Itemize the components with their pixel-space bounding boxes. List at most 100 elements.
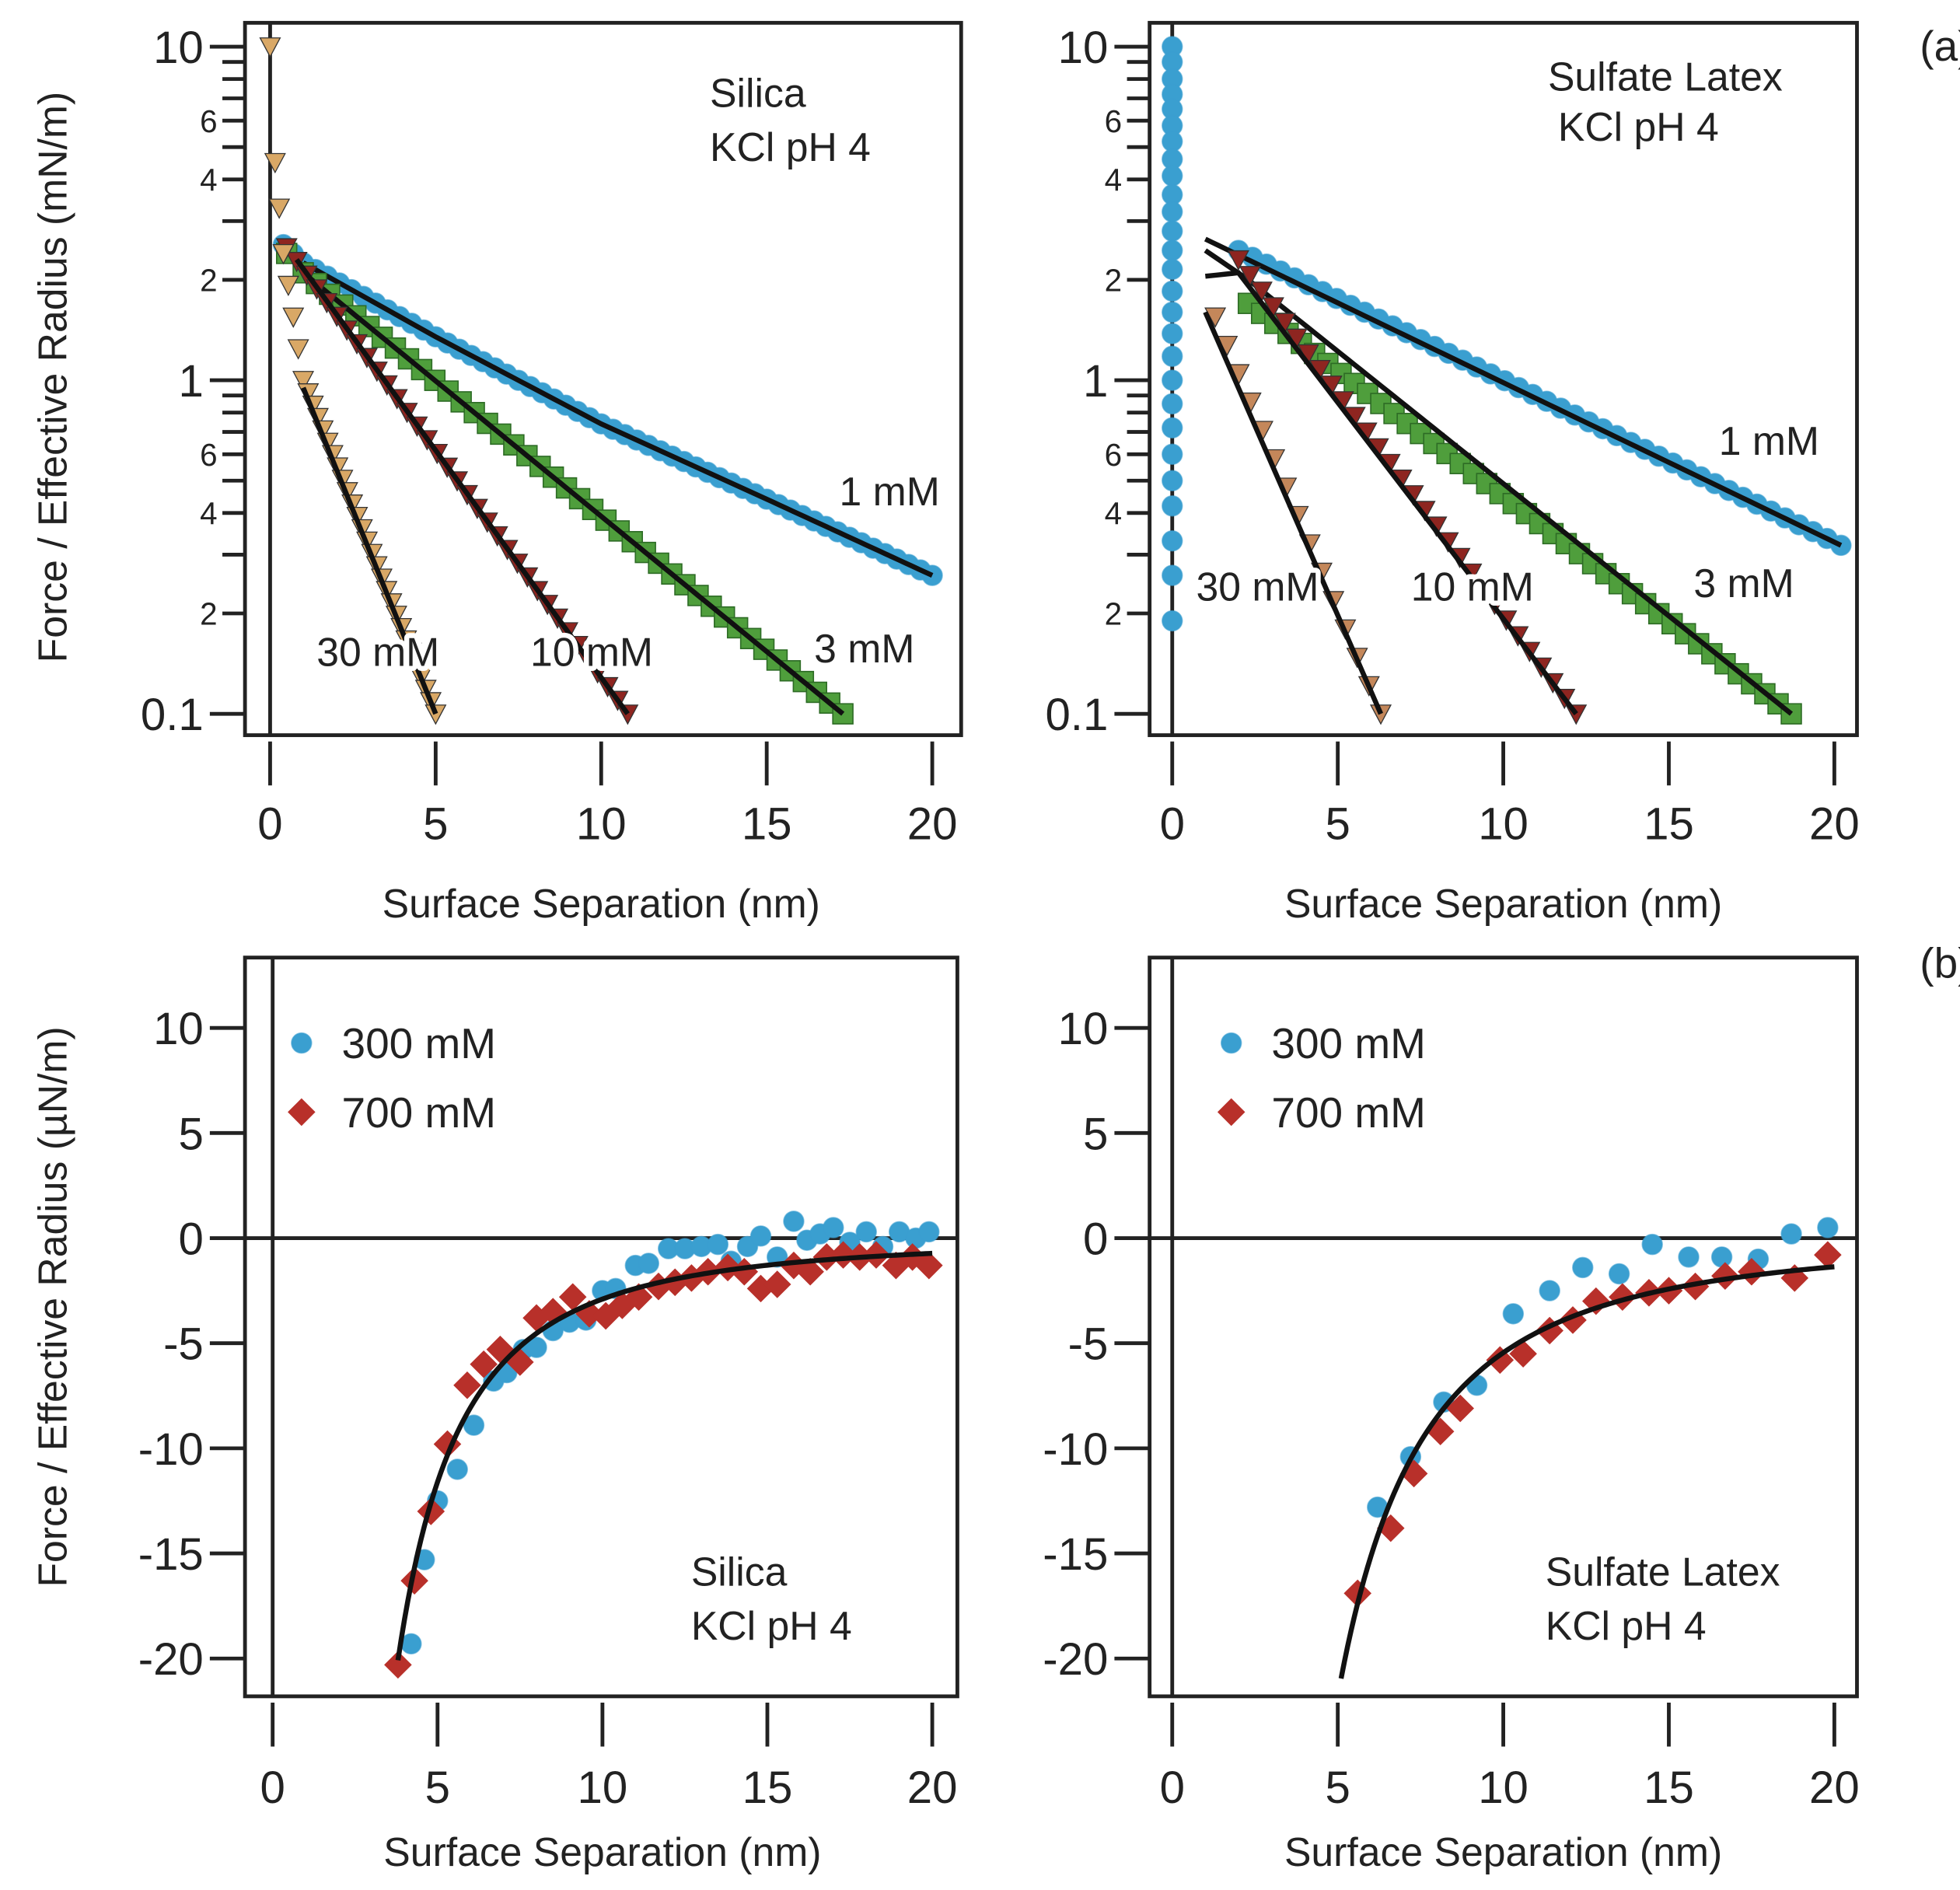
fit-line — [302, 260, 934, 578]
data-point-contact — [1162, 131, 1183, 152]
chart-panel-b-latex: 0 5 10 15 20 Surface Separation (nm) 10 5 0 -5 -10… — [1043, 955, 1860, 1874]
legend-label: 300 mM — [1271, 1019, 1425, 1067]
y-tick-label: 5 — [1083, 1109, 1108, 1159]
panel-tag-b: (b) — [1920, 939, 1960, 987]
y-tick-label: -20 — [138, 1634, 204, 1685]
data-point-contact — [1162, 369, 1183, 391]
data-point-1 — [812, 1243, 841, 1271]
y-minor-tick-label: 2 — [1105, 596, 1122, 632]
fit-line — [1204, 236, 1843, 548]
panel-annotation: Silica — [691, 1549, 788, 1595]
series-label: 1 mM — [1719, 418, 1819, 463]
x-tick-label: 5 — [1325, 1762, 1350, 1813]
panel-annotation: Sulfate Latex — [1548, 54, 1783, 100]
data-point-1 — [453, 1371, 481, 1399]
x-axis-label: Surface Separation (nm) — [383, 881, 820, 926]
y-tick-label: 0.1 — [141, 690, 204, 740]
data-point-2 — [1273, 313, 1296, 334]
data-point-3 — [272, 244, 295, 265]
data-point-contact — [1162, 165, 1183, 187]
y-minor-tick-label: 2 — [200, 262, 217, 298]
y-tick-label: 10 — [1058, 1004, 1109, 1054]
y-tick-label: -15 — [138, 1529, 204, 1580]
data-point-3 — [292, 371, 315, 392]
x-tick-label: 20 — [1809, 799, 1860, 850]
data-point-0 — [855, 1221, 877, 1243]
y-tick-label: 0 — [1083, 1214, 1108, 1265]
fit-line — [294, 257, 630, 716]
y-tick-label: 1 — [178, 356, 203, 407]
data-point-contact — [1162, 258, 1183, 281]
data-point-2 — [1239, 266, 1261, 287]
data-point-1 — [1814, 1241, 1842, 1269]
data-point-contact — [1162, 610, 1183, 632]
data-point-1 — [384, 1651, 412, 1679]
y-tick-label: 10 — [1058, 23, 1109, 73]
panel-annotation: KCl pH 4 — [710, 124, 871, 169]
fit-line — [301, 271, 845, 716]
data-point-2 — [1227, 250, 1249, 271]
panel-annotation: KCl pH 4 — [691, 1603, 852, 1648]
y-tick-label: -10 — [1043, 1424, 1108, 1475]
data-point-2 — [1262, 297, 1284, 318]
x-tick-label: 15 — [1644, 799, 1694, 850]
data-point-3 — [287, 339, 309, 360]
chart-panel-a-silica: 0 5 10 15 20 Surface Separation (nm) 10 1 0.1 6 4 2… — [30, 20, 963, 926]
data-point-0 — [1641, 1233, 1663, 1256]
fit-line — [301, 386, 438, 715]
legend-marker — [1220, 1032, 1242, 1054]
legend-marker — [288, 1098, 316, 1127]
x-tick-label: 0 — [260, 1762, 285, 1813]
x-tick-label: 0 — [1160, 1762, 1185, 1813]
series-label: 30 mM — [1196, 564, 1319, 610]
y-minor-tick-label: 6 — [200, 437, 217, 473]
legend-label: 700 mM — [342, 1088, 496, 1137]
legend-label: 700 mM — [1271, 1088, 1425, 1137]
series-label: 3 mM — [1693, 561, 1794, 606]
y-tick-label: 10 — [153, 1004, 204, 1054]
plot-frame — [243, 955, 959, 1699]
legend-label: 300 mM — [342, 1019, 496, 1067]
data-point-contact — [1162, 529, 1183, 552]
y-tick-label: -5 — [1068, 1319, 1109, 1370]
plot-frame — [1148, 955, 1859, 1699]
fit-line — [1338, 1264, 1835, 1679]
x-tick-label: 15 — [1644, 1762, 1694, 1813]
panel-tag-a: (a) — [1920, 22, 1960, 70]
data-point-0 — [1710, 1246, 1733, 1268]
x-axis-label: Surface Separation (nm) — [1284, 881, 1722, 926]
data-point-0 — [638, 1252, 660, 1274]
series-label: 10 mM — [530, 630, 653, 675]
x-tick-label: 10 — [578, 1762, 628, 1813]
y-minor-tick-label: 2 — [200, 596, 217, 632]
chart-panel-b-silica: 0 5 10 15 20 Surface Separation (nm) 10 5 0 -5 -10… — [30, 955, 959, 1874]
data-point-0 — [1780, 1223, 1802, 1245]
x-tick-label: 5 — [425, 1762, 450, 1813]
data-point-contact — [1162, 301, 1183, 323]
data-point-contact — [1162, 345, 1183, 367]
data-point-1 — [915, 1251, 943, 1280]
y-minor-tick-label: 2 — [1105, 262, 1122, 298]
data-point-contact — [1162, 443, 1183, 466]
series-label: 3 mM — [814, 626, 914, 671]
x-tick-label: 20 — [1809, 1762, 1860, 1813]
legend-marker — [1217, 1098, 1246, 1127]
panel-annotation: KCl pH 4 — [1558, 104, 1719, 149]
data-point-contact — [1162, 495, 1183, 517]
y-minor-tick-label: 4 — [1105, 495, 1122, 531]
data-point-0 — [783, 1211, 805, 1232]
data-point-contact — [1162, 393, 1183, 415]
data-point-contact — [1162, 470, 1183, 491]
x-axis-label: Surface Separation (nm) — [1284, 1829, 1722, 1874]
series-label: 30 mM — [316, 630, 439, 675]
y-tick-label: 0 — [178, 1214, 203, 1265]
panel-annotation: Sulfate Latex — [1546, 1549, 1780, 1595]
y-tick-label: 1 — [1083, 356, 1108, 407]
data-point-3 — [259, 37, 281, 58]
y-minor-tick-label: 6 — [1105, 103, 1122, 139]
data-point-3 — [264, 152, 286, 174]
data-point-0 — [446, 1459, 468, 1480]
x-tick-label: 5 — [1325, 799, 1350, 850]
data-point-contact — [1162, 564, 1183, 586]
